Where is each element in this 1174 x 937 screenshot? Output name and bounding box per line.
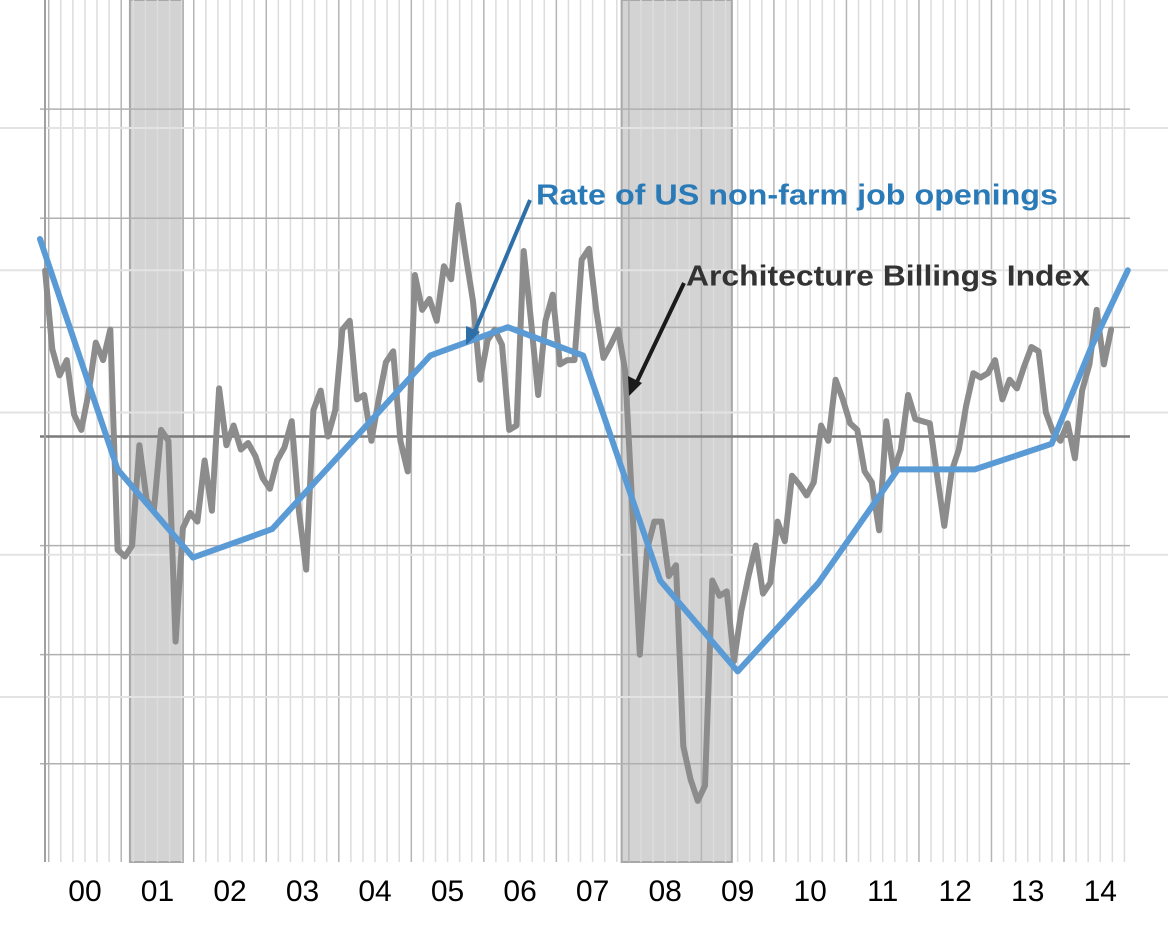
x-tick-label: 08 [648,875,681,908]
arrow [470,199,532,339]
arrow-head [628,376,642,396]
x-tick-label: 00 [68,875,101,908]
x-tick-label: 04 [358,875,391,908]
x-tick-label: 12 [939,875,972,908]
x-tick-label: 06 [503,875,536,908]
background-layer: 00 01 02 03 04 05 06 07 08 09 10 11 12 13 14 [0,0,1168,908]
x-tick-label: 10 [793,875,826,908]
x-tick-label: 07 [576,875,609,908]
x-tick-label: 14 [1084,875,1117,908]
series-line [37,236,1131,675]
x-tick-label: 13 [1011,875,1044,908]
x-tick-label: 01 [141,875,174,908]
x-tick-label: 11 [867,875,898,908]
annotation-layer: Rate of US non-farm job openings Archite… [466,180,1090,396]
arrow [632,282,686,389]
x-tick-label: 02 [213,875,246,908]
series-line [42,202,1115,804]
series-annotation: Architecture Billings Index [686,261,1090,293]
x-tick-label: 09 [721,875,754,908]
recession-band [128,0,184,863]
series-layer [37,202,1131,804]
x-tick-label: 03 [286,875,319,908]
x-tick-label: 05 [431,875,464,908]
arrow-head [466,326,480,345]
series-annotation: Rate of US non-farm job openings [536,180,1058,212]
